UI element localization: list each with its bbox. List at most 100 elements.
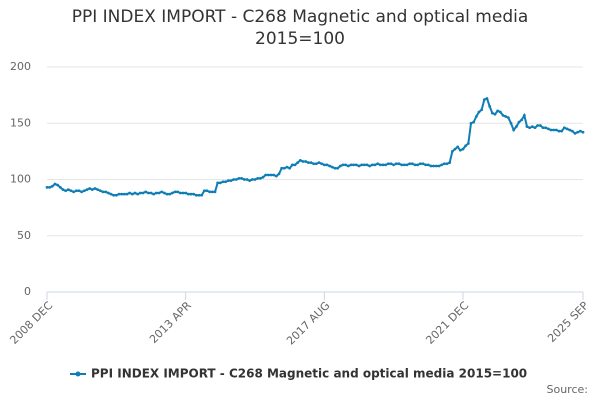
- point: [525, 125, 529, 129]
- point: [181, 191, 185, 195]
- point: [330, 165, 334, 169]
- point: [272, 173, 276, 177]
- point: [416, 163, 420, 167]
- point: [440, 163, 444, 167]
- point: [242, 178, 246, 181]
- chart-title: PPI INDEX IMPORT - C268 Magnetic and opt…: [71, 7, 529, 49]
- point: [74, 189, 78, 193]
- point: [568, 128, 572, 132]
- point: [224, 180, 228, 184]
- point: [296, 161, 300, 165]
- point: [485, 97, 489, 100]
- y-tick-label: 150: [10, 116, 31, 129]
- point: [573, 131, 577, 135]
- point: [146, 191, 150, 195]
- point: [389, 162, 393, 166]
- x-tick-label: 2008 DEC: [7, 299, 55, 347]
- point: [432, 164, 436, 168]
- point: [197, 193, 201, 197]
- point: [173, 190, 177, 194]
- point: [237, 176, 241, 180]
- point: [413, 163, 417, 167]
- series-line: [47, 97, 584, 197]
- x-tick-label: 2021 DEC: [423, 299, 471, 347]
- point: [578, 129, 582, 133]
- point: [186, 192, 190, 196]
- point: [349, 163, 353, 167]
- x-tick-label: 2017 AUG: [284, 299, 333, 348]
- point: [53, 182, 57, 186]
- point: [528, 126, 532, 130]
- point: [285, 165, 289, 169]
- point: [376, 162, 380, 166]
- point: [301, 160, 305, 163]
- point: [120, 192, 124, 196]
- point: [168, 192, 172, 196]
- point: [530, 125, 534, 129]
- point: [581, 130, 585, 134]
- point: [234, 178, 238, 181]
- point: [82, 189, 86, 193]
- point: [157, 191, 161, 195]
- point: [501, 113, 505, 117]
- point: [365, 163, 369, 167]
- x-tick-label: 2013 APR: [147, 299, 194, 346]
- point: [221, 180, 225, 184]
- point: [333, 166, 337, 170]
- point: [200, 193, 204, 197]
- point: [506, 116, 510, 120]
- point: [464, 144, 468, 148]
- point: [165, 192, 169, 196]
- point: [208, 190, 212, 194]
- point: [141, 191, 145, 195]
- point: [160, 190, 164, 194]
- point: [429, 164, 433, 168]
- legend-text: PPI INDEX IMPORT - C268 Magnetic and opt…: [91, 367, 527, 381]
- point: [338, 164, 342, 168]
- point: [162, 191, 166, 195]
- point: [106, 191, 110, 195]
- point: [322, 163, 326, 167]
- point: [69, 189, 73, 193]
- point: [445, 162, 449, 166]
- point: [320, 162, 324, 166]
- point: [218, 181, 222, 185]
- point: [560, 129, 564, 133]
- point: [104, 190, 108, 194]
- point: [258, 176, 262, 180]
- point: [434, 164, 438, 168]
- point: [125, 192, 129, 196]
- point: [554, 128, 558, 132]
- point: [480, 108, 484, 112]
- point: [469, 121, 473, 125]
- point: [277, 172, 281, 176]
- point: [410, 162, 414, 166]
- point: [144, 190, 148, 194]
- point: [154, 191, 158, 195]
- point: [50, 184, 54, 188]
- point: [496, 109, 500, 113]
- point: [562, 126, 566, 130]
- point: [64, 189, 68, 193]
- point: [66, 188, 70, 192]
- point: [250, 178, 254, 181]
- point: [192, 192, 196, 196]
- point: [474, 115, 478, 118]
- point: [290, 163, 294, 167]
- point: [448, 161, 452, 165]
- point: [312, 162, 316, 166]
- point: [306, 161, 310, 165]
- point: [194, 193, 198, 197]
- point: [90, 188, 94, 192]
- point: [504, 115, 508, 118]
- point: [368, 164, 372, 168]
- point: [514, 125, 518, 129]
- point: [482, 98, 486, 102]
- point: [245, 178, 249, 181]
- point: [248, 179, 252, 183]
- point: [557, 129, 561, 133]
- point: [450, 149, 454, 153]
- point: [466, 142, 470, 145]
- point: [189, 192, 193, 196]
